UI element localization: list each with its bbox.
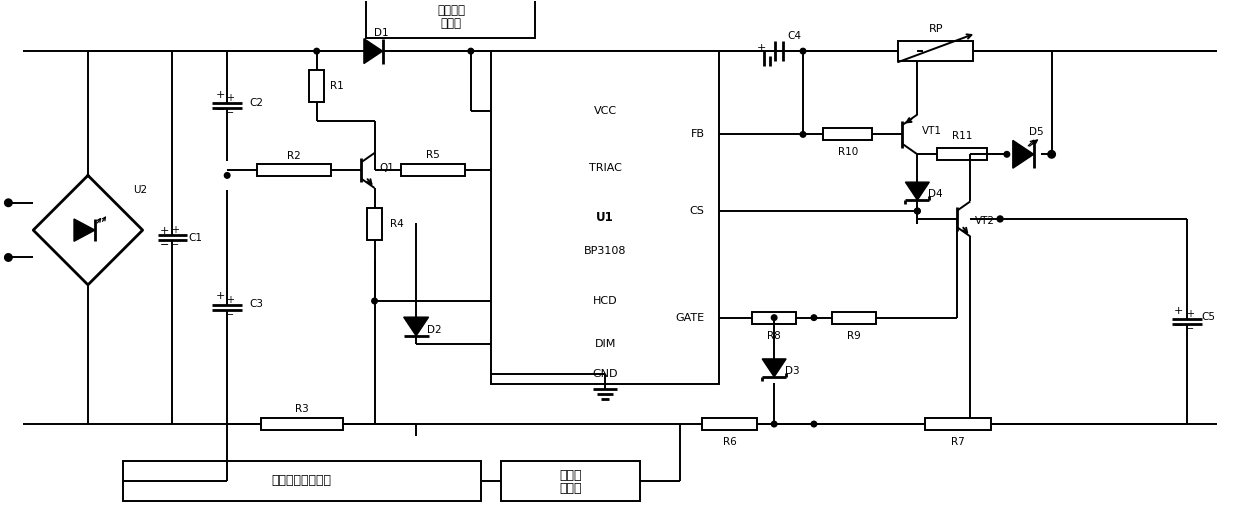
Text: U1: U1 bbox=[596, 211, 614, 224]
Text: 大电路: 大电路 bbox=[559, 482, 582, 495]
Text: C1: C1 bbox=[188, 233, 202, 242]
Text: −: − bbox=[226, 310, 234, 320]
Circle shape bbox=[6, 200, 11, 205]
Text: D5: D5 bbox=[1029, 127, 1044, 137]
Text: DIM: DIM bbox=[594, 339, 616, 349]
Text: R3: R3 bbox=[295, 404, 309, 414]
Text: R5: R5 bbox=[425, 149, 439, 160]
Bar bbox=[309, 70, 324, 102]
Text: BP3108: BP3108 bbox=[584, 246, 626, 256]
Circle shape bbox=[800, 48, 806, 54]
Text: RP: RP bbox=[929, 24, 942, 34]
Bar bbox=[753, 312, 796, 324]
Circle shape bbox=[771, 315, 777, 321]
Text: HCD: HCD bbox=[593, 296, 618, 306]
Text: C2: C2 bbox=[249, 98, 263, 108]
Text: D2: D2 bbox=[427, 325, 441, 335]
Circle shape bbox=[224, 173, 229, 178]
Text: −: − bbox=[216, 306, 224, 316]
Text: −: − bbox=[1174, 322, 1184, 331]
Text: VCC: VCC bbox=[594, 106, 616, 116]
Text: D4: D4 bbox=[928, 189, 942, 199]
Circle shape bbox=[6, 255, 11, 260]
Circle shape bbox=[1004, 152, 1009, 157]
Text: VT1: VT1 bbox=[921, 126, 942, 136]
Text: C4: C4 bbox=[787, 31, 801, 41]
Circle shape bbox=[811, 315, 817, 321]
Text: +: + bbox=[226, 295, 234, 305]
Text: R1: R1 bbox=[330, 81, 343, 91]
Text: −: − bbox=[160, 239, 169, 249]
Text: FB: FB bbox=[691, 129, 704, 139]
Circle shape bbox=[771, 421, 777, 427]
Circle shape bbox=[997, 216, 1003, 222]
Polygon shape bbox=[404, 317, 429, 336]
Circle shape bbox=[372, 298, 377, 304]
Polygon shape bbox=[363, 39, 383, 64]
Text: U2: U2 bbox=[133, 185, 146, 195]
Bar bbox=[258, 165, 331, 176]
Bar bbox=[366, 0, 536, 38]
Text: R11: R11 bbox=[952, 131, 972, 141]
Text: +: + bbox=[216, 90, 224, 100]
Bar bbox=[491, 51, 719, 384]
Text: R4: R4 bbox=[389, 219, 403, 229]
Bar bbox=[367, 208, 382, 240]
Text: −: − bbox=[226, 108, 234, 118]
Text: R7: R7 bbox=[951, 437, 965, 447]
Text: D1: D1 bbox=[374, 28, 388, 38]
Text: GATE: GATE bbox=[676, 313, 704, 323]
Bar bbox=[925, 418, 991, 430]
Circle shape bbox=[915, 208, 920, 214]
Polygon shape bbox=[763, 359, 786, 377]
Circle shape bbox=[314, 48, 320, 54]
Bar bbox=[260, 418, 342, 430]
Text: 三极管稳: 三极管稳 bbox=[436, 5, 465, 17]
Text: +: + bbox=[1174, 306, 1184, 316]
Text: +: + bbox=[160, 226, 169, 236]
Text: R10: R10 bbox=[837, 147, 858, 157]
Text: D3: D3 bbox=[785, 366, 800, 376]
Text: 射极驱动增强电路: 射极驱动增强电路 bbox=[272, 474, 332, 487]
Bar bbox=[823, 128, 873, 140]
Text: TRIAC: TRIAC bbox=[589, 163, 621, 173]
Text: −: − bbox=[1185, 324, 1194, 334]
Bar bbox=[702, 418, 756, 430]
Text: R9: R9 bbox=[847, 331, 861, 340]
Text: C3: C3 bbox=[249, 299, 263, 309]
Text: 压电路: 压电路 bbox=[440, 17, 461, 30]
Text: +: + bbox=[226, 93, 234, 104]
Bar bbox=[501, 461, 640, 500]
Circle shape bbox=[800, 132, 806, 137]
Bar bbox=[401, 165, 465, 176]
Bar bbox=[123, 461, 481, 500]
Circle shape bbox=[1049, 152, 1054, 157]
Text: +: + bbox=[171, 225, 180, 235]
Text: R8: R8 bbox=[768, 331, 781, 340]
Text: −: − bbox=[171, 240, 180, 250]
Text: Q1: Q1 bbox=[379, 164, 394, 173]
Bar bbox=[832, 312, 875, 324]
Polygon shape bbox=[74, 219, 95, 241]
Text: +: + bbox=[756, 43, 766, 53]
Bar bbox=[899, 41, 973, 61]
Text: +: + bbox=[1185, 309, 1194, 319]
Circle shape bbox=[467, 48, 474, 54]
Text: CS: CS bbox=[689, 206, 704, 216]
Text: −: − bbox=[216, 105, 224, 115]
Text: GND: GND bbox=[593, 369, 618, 379]
Text: R2: R2 bbox=[288, 150, 301, 161]
Polygon shape bbox=[1013, 140, 1034, 168]
Text: +: + bbox=[216, 291, 224, 301]
Polygon shape bbox=[905, 182, 929, 200]
Circle shape bbox=[915, 208, 920, 214]
Text: VT2: VT2 bbox=[975, 216, 994, 226]
Circle shape bbox=[811, 421, 817, 427]
Text: R6: R6 bbox=[723, 437, 737, 447]
Bar bbox=[937, 148, 987, 160]
Text: 滤波放: 滤波放 bbox=[559, 469, 582, 482]
Text: C5: C5 bbox=[1202, 312, 1215, 322]
